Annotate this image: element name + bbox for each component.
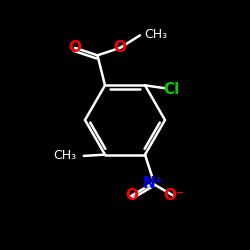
Text: CH₃: CH₃ — [144, 28, 168, 40]
Text: O: O — [68, 40, 82, 55]
Text: O: O — [114, 40, 126, 55]
Text: Cl: Cl — [163, 82, 180, 96]
Text: CH₃: CH₃ — [53, 150, 76, 162]
Text: N⁺: N⁺ — [142, 176, 163, 191]
Text: O⁻: O⁻ — [163, 188, 184, 204]
Text: O: O — [125, 188, 138, 204]
